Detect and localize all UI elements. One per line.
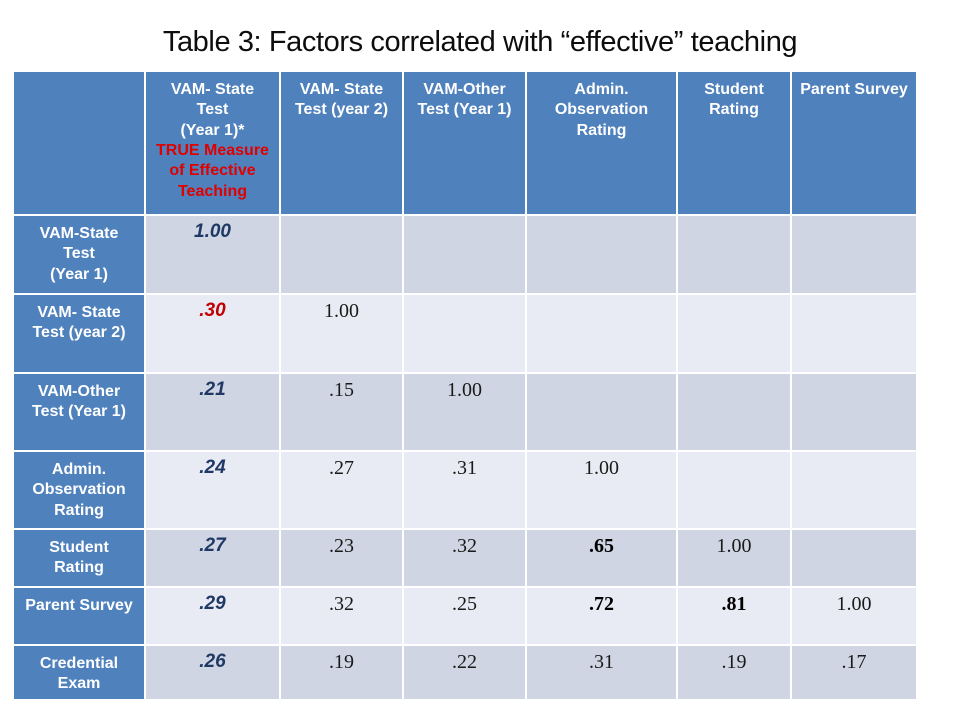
- data-cell-r2-c5: [792, 374, 916, 450]
- data-cell-r4-c5: [792, 530, 916, 586]
- data-cell-r0-c2: [404, 216, 525, 293]
- column-header-label: VAM- State Test (year 2): [294, 81, 389, 119]
- data-cell-r0-c1: [281, 216, 402, 293]
- data-cell-r4-c2: .32: [404, 530, 525, 586]
- correlation-table: VAM- State Test (Year 1)* TRUE Measure of…: [12, 70, 918, 701]
- data-cell-r3-c2: .31: [404, 452, 525, 528]
- column-header-highlight-label: TRUE Measure of Effective Teaching: [156, 141, 269, 200]
- column-header-label: VAM- State Test (Year 1)*: [170, 81, 255, 139]
- data-cell-r4-c4: 1.00: [678, 530, 790, 586]
- data-cell-r2-c3: [527, 374, 676, 450]
- table-row-1: VAM- State Test (year 2) .30 1.00: [14, 295, 916, 372]
- data-cell-r5-c3: .72: [527, 588, 676, 644]
- row-header-2: VAM-Other Test (Year 1): [14, 374, 144, 450]
- data-cell-r5-c0: .29: [146, 588, 279, 644]
- row-header-1: VAM- State Test (year 2): [14, 295, 144, 372]
- row-header-4: Student Rating: [14, 530, 144, 586]
- table-row-0: VAM-State Test (Year 1) 1.00: [14, 216, 916, 293]
- data-cell-r1-c1: 1.00: [281, 295, 402, 372]
- data-cell-r1-c5: [792, 295, 916, 372]
- slide-title: Table 3: Factors correlated with “effect…: [162, 26, 798, 58]
- data-cell-r1-c3: [527, 295, 676, 372]
- column-header-4: Student Rating: [678, 72, 790, 214]
- data-cell-r0-c4: [678, 216, 790, 293]
- table-header-row: VAM- State Test (Year 1)* TRUE Measure of…: [14, 72, 916, 214]
- table-row-2: VAM-Other Test (Year 1) .21.15 1.00: [14, 374, 916, 450]
- column-header-label: Student Rating: [704, 81, 764, 119]
- data-cell-r3-c5: [792, 452, 916, 528]
- data-cell-r0-c0: 1.00: [146, 216, 279, 293]
- data-cell-r3-c3: 1.00: [527, 452, 676, 528]
- table-row-5: Parent Survey .29.32.25.72.81 1.00: [14, 588, 916, 644]
- data-cell-r4-c0: .27: [146, 530, 279, 586]
- row-header-0: VAM-State Test (Year 1): [14, 216, 144, 293]
- data-cell-r2-c1: .15: [281, 374, 402, 450]
- table-body: VAM-State Test (Year 1) 1.00 VAM- State Te…: [14, 216, 916, 699]
- corner-cell: [14, 72, 144, 214]
- data-cell-r6-c3: .31: [527, 646, 676, 699]
- data-cell-r0-c5: [792, 216, 916, 293]
- data-cell-r1-c4: [678, 295, 790, 372]
- column-header-label: VAM-Other Test (Year 1): [417, 81, 512, 119]
- table-row-3: Admin. Observation Rating .24.27.31 1.00: [14, 452, 916, 528]
- row-header-3: Admin. Observation Rating: [14, 452, 144, 528]
- data-cell-r5-c1: .32: [281, 588, 402, 644]
- column-header-3: Admin. Observation Rating: [527, 72, 676, 214]
- data-cell-r2-c4: [678, 374, 790, 450]
- data-cell-r3-c4: [678, 452, 790, 528]
- table-row-4: Student Rating .27.23.32.65 1.00: [14, 530, 916, 586]
- data-cell-r6-c1: .19: [281, 646, 402, 699]
- data-cell-r5-c5: 1.00: [792, 588, 916, 644]
- data-cell-r4-c1: .23: [281, 530, 402, 586]
- data-cell-r3-c0: .24: [146, 452, 279, 528]
- column-header-5: Parent Survey: [792, 72, 916, 214]
- data-cell-r6-c5: .17: [792, 646, 916, 699]
- data-cell-r3-c1: .27: [281, 452, 402, 528]
- data-cell-r5-c2: .25: [404, 588, 525, 644]
- data-cell-r2-c2: 1.00: [404, 374, 525, 450]
- row-header-6: Credential Exam: [14, 646, 144, 699]
- data-cell-r5-c4: .81: [678, 588, 790, 644]
- data-cell-r6-c4: .19: [678, 646, 790, 699]
- data-cell-r1-c2: [404, 295, 525, 372]
- data-cell-r1-c0: .30: [146, 295, 279, 372]
- data-cell-r6-c0: .26: [146, 646, 279, 699]
- column-header-label: Parent Survey: [800, 81, 908, 98]
- column-header-0: VAM- State Test (Year 1)* TRUE Measure of…: [146, 72, 279, 214]
- column-header-1: VAM- State Test (year 2): [281, 72, 402, 214]
- table-row-6: Credential Exam .26.19.22.31.19.17: [14, 646, 916, 699]
- column-header-2: VAM-Other Test (Year 1): [404, 72, 525, 214]
- column-header-label: Admin. Observation Rating: [554, 81, 649, 139]
- data-cell-r2-c0: .21: [146, 374, 279, 450]
- data-cell-r4-c3: .65: [527, 530, 676, 586]
- data-cell-r6-c2: .22: [404, 646, 525, 699]
- data-cell-r0-c3: [527, 216, 676, 293]
- row-header-5: Parent Survey: [14, 588, 144, 644]
